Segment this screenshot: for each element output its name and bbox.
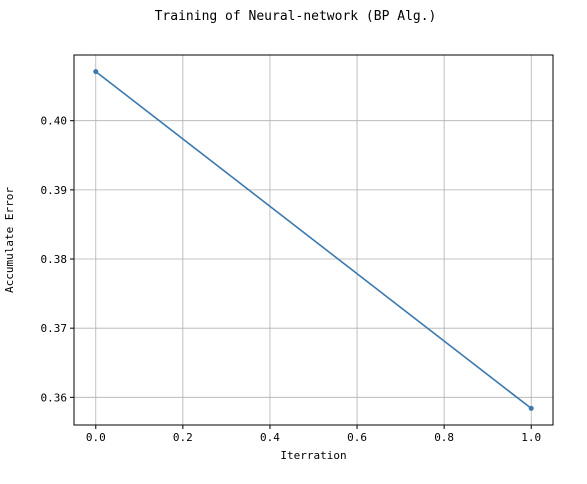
x-tick-label: 0.4 <box>260 431 280 444</box>
y-tick-label: 0.36 <box>41 391 68 404</box>
x-tick-label: 0.2 <box>173 431 193 444</box>
y-tick-label: 0.39 <box>41 184 68 197</box>
chart-title: Training of Neural-network (BP Alg.) <box>155 9 437 24</box>
plot-border <box>73 54 554 426</box>
y-tick-label: 0.40 <box>41 115 68 128</box>
x-tick-label: 0.8 <box>434 431 454 444</box>
data-point <box>528 405 534 411</box>
y-axis-label: Accumulate Error <box>3 187 16 293</box>
y-tick-label: 0.38 <box>41 253 68 266</box>
x-tick-label: 0.6 <box>347 431 367 444</box>
x-tick-label: 0.0 <box>86 431 106 444</box>
x-axis-label: Iterration <box>280 449 346 462</box>
x-tick-label: 1.0 <box>521 431 541 444</box>
grid-lines <box>74 55 553 425</box>
series-line <box>95 70 532 410</box>
y-tick-label: 0.37 <box>41 322 68 335</box>
data-point <box>93 69 99 75</box>
